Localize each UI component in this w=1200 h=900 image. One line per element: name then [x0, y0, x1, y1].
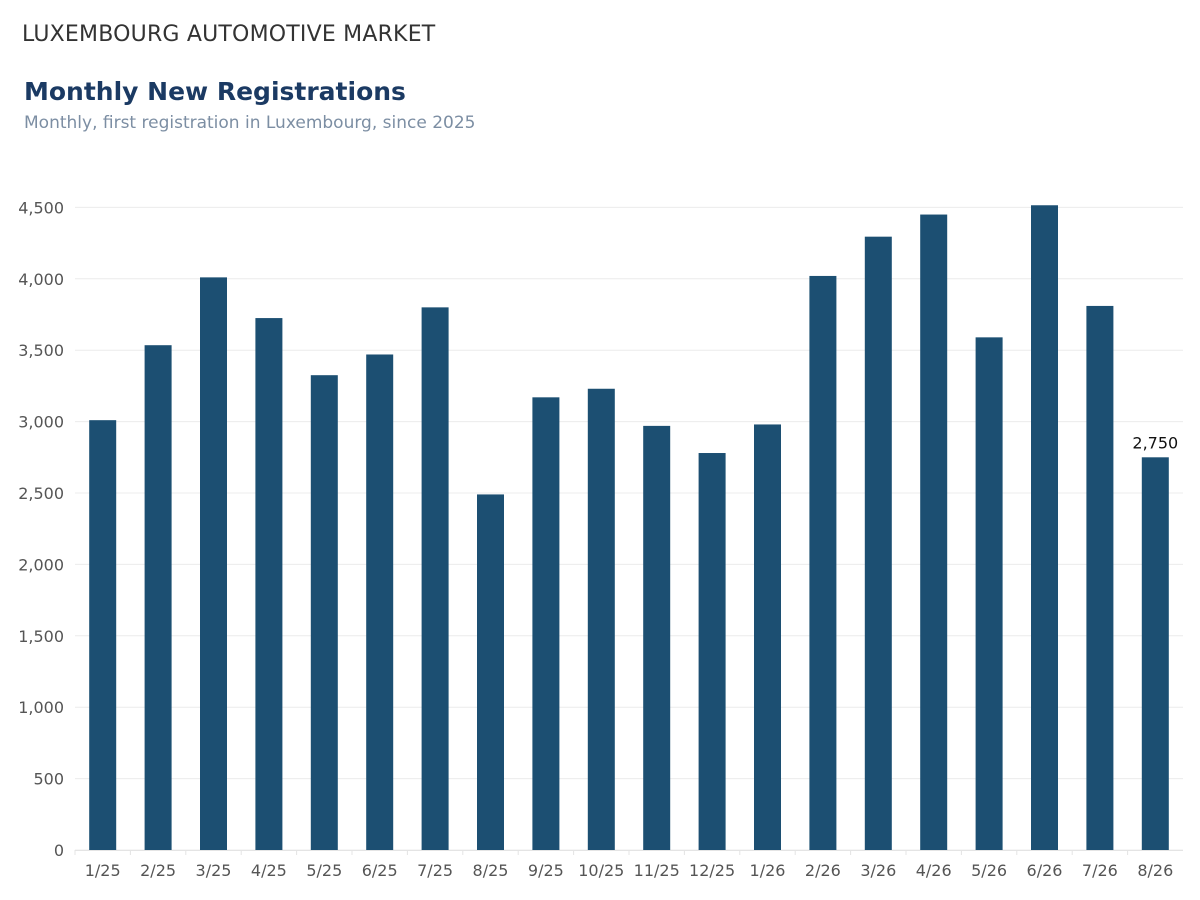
y-tick-label: 1,000 [18, 698, 64, 717]
x-tick-label: 2/26 [805, 861, 841, 880]
bar [587, 388, 615, 850]
x-tick-label: 4/25 [251, 861, 287, 880]
bar [310, 375, 338, 850]
x-tick-label: 11/25 [634, 861, 680, 880]
y-tick-label: 3,000 [18, 413, 64, 432]
chart-subtitle: Monthly, first registration in Luxembour… [24, 113, 476, 133]
y-tick-label: 4,000 [18, 270, 64, 289]
y-tick-label: 2,500 [18, 484, 64, 503]
bar [975, 337, 1003, 850]
x-tick-label: 2/25 [140, 861, 176, 880]
bar-series [89, 205, 1169, 851]
y-tick-label: 0 [54, 841, 64, 860]
y-tick-label: 3,500 [18, 341, 64, 360]
bar [920, 214, 948, 851]
y-gridlines [75, 206, 1183, 851]
bar [864, 236, 892, 850]
bar [809, 275, 837, 851]
x-tick-label: 12/25 [689, 861, 735, 880]
x-tick-label: 6/25 [362, 861, 398, 880]
bar [89, 420, 117, 850]
y-axis: 0 500 1,000 1,500 2,000 2,500 3,000 3,500 4,000 4… [18, 198, 64, 860]
x-tick-label: 5/25 [306, 861, 342, 880]
x-tick-label: 3/25 [196, 861, 232, 880]
x-tick-label: 1/25 [85, 861, 121, 880]
bar [477, 494, 504, 850]
bar [643, 425, 671, 850]
bar [144, 345, 172, 850]
bar [1141, 457, 1169, 850]
y-tick-label: 4,500 [18, 198, 64, 217]
bar [255, 318, 283, 850]
bar [1086, 305, 1114, 850]
x-axis: 1/25 2/25 3/25 4/25 5/25 6/25 7/25 8/25 9/25 10/2… [74, 850, 1183, 880]
y-tick-label: 1,500 [18, 627, 64, 646]
x-tick-label: 7/25 [417, 861, 453, 880]
data-label: 2,750 [1132, 433, 1178, 452]
bar [532, 397, 560, 850]
x-tick-label: 7/26 [1082, 861, 1118, 880]
y-tick-label: 500 [33, 770, 64, 789]
bar [366, 354, 394, 850]
x-tick-label: 1/26 [750, 861, 786, 880]
x-tick-label: 8/25 [473, 861, 509, 880]
bar [754, 424, 781, 850]
y-tick-label: 2,000 [18, 555, 64, 574]
bar [698, 453, 726, 850]
x-tick-label: 4/26 [916, 861, 952, 880]
chart-supertitle: LUXEMBOURG AUTOMOTIVE MARKET [22, 22, 436, 47]
x-tick-label: 5/26 [971, 861, 1007, 880]
x-tick-label: 8/26 [1137, 861, 1173, 880]
bar [421, 307, 449, 850]
x-tick-label: 6/26 [1027, 861, 1063, 880]
chart-title: Monthly New Registrations [24, 77, 406, 106]
data-labels: 2,750 [1132, 433, 1178, 452]
x-tick-label: 9/25 [528, 861, 564, 880]
bar [200, 277, 227, 850]
x-tick-label: 3/26 [860, 861, 896, 880]
bar [1031, 205, 1058, 850]
x-tick-label: 10/25 [578, 861, 624, 880]
